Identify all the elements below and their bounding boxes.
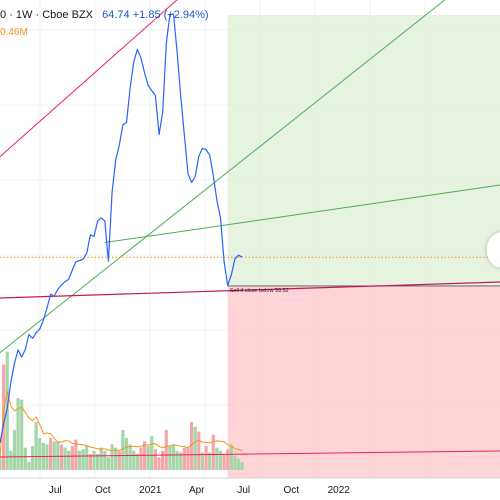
- x-axis: Jul Oct 2021 Apr Jul Oct 2022: [0, 477, 500, 496]
- x-tick-label: Oct: [283, 485, 299, 496]
- volume-bar: [52, 441, 56, 470]
- volume-bar: [92, 450, 96, 470]
- volume-bar: [168, 446, 172, 470]
- volume-bars: [0, 351, 244, 470]
- volume-bar: [114, 447, 118, 470]
- sell-annotation: Sell if close below 59.52: [230, 288, 289, 294]
- volume-bar: [240, 462, 244, 470]
- annotations: Sell if close below 59.52: [230, 288, 289, 294]
- x-tick-label: Jul: [49, 485, 62, 496]
- volume-bar: [59, 444, 64, 470]
- volume-bar: [236, 458, 241, 470]
- volume-bar: [215, 447, 219, 470]
- volume-bar: [211, 434, 215, 470]
- price-series: [0, 13, 243, 444]
- volume-bar: [186, 447, 190, 470]
- volume-bar: [20, 399, 24, 470]
- volume-bar: [34, 422, 38, 470]
- volume-bar: [106, 457, 111, 470]
- volume-bar: [233, 455, 237, 470]
- volume-bar: [139, 447, 143, 470]
- legend-last-price: 64.74: [102, 9, 130, 21]
- volume-bar: [226, 449, 230, 470]
- x-tick-label: Oct: [95, 485, 111, 496]
- volume-bar: [124, 438, 129, 470]
- volume-bar: [121, 430, 125, 470]
- volume-legend: 0.46M: [0, 27, 28, 38]
- base-line: [0, 450, 500, 458]
- volume-bar: [179, 452, 183, 470]
- profit-zone: [227, 15, 500, 286]
- volume-bar: [103, 450, 107, 470]
- volume-bar: [135, 454, 139, 470]
- volume-bar: [128, 444, 132, 470]
- scroll-handle[interactable]: [487, 232, 500, 268]
- volume-bar: [200, 452, 205, 470]
- legend-change: +1.85 (+2.94%): [132, 9, 209, 21]
- support-line: [0, 0, 446, 354]
- volume-bar: [9, 450, 13, 470]
- volume-bar: [182, 447, 186, 470]
- volume-bar: [85, 446, 89, 470]
- x-tick-label: Jul: [237, 485, 250, 496]
- x-tick-label: 2021: [139, 485, 162, 496]
- volume-bar: [99, 447, 103, 470]
- volume-bar: [197, 431, 201, 470]
- volume-bar: [27, 462, 31, 470]
- volume-bar: [161, 450, 165, 470]
- volume-bar: [193, 426, 197, 470]
- volume-bar: [74, 439, 78, 470]
- volume-bar: [153, 449, 158, 470]
- volume-bar: [110, 444, 114, 470]
- volume-bar: [30, 446, 35, 470]
- volume-bar: [49, 438, 53, 470]
- trendlines: [0, 0, 500, 458]
- volume-bar: [38, 438, 42, 470]
- volume-bar: [45, 444, 49, 470]
- volume-bar: [208, 452, 212, 470]
- volume-bar: [88, 454, 92, 470]
- price-line: [0, 13, 243, 444]
- upper-channel-line: [0, 0, 178, 158]
- long-term-line: [0, 281, 500, 299]
- volume-bar: [63, 447, 67, 470]
- volume-bar: [222, 454, 226, 470]
- volume-bar: [77, 450, 82, 470]
- volume-bar: [146, 446, 150, 470]
- volume-bar: [67, 450, 71, 470]
- volume-bar: [189, 422, 194, 470]
- volume-bar: [70, 446, 74, 470]
- legend-exchange: Cboe BZX: [42, 9, 93, 21]
- legend-interval: 1W: [15, 9, 33, 21]
- lower-support-line: [104, 184, 500, 244]
- volume-bar: [56, 441, 60, 470]
- legend-header: 0 · 1W · Cboe BZX 64.74 +1.85 (+2.94%): [0, 9, 209, 21]
- volume-bar: [23, 447, 27, 470]
- volume-bar: [150, 436, 154, 470]
- volume-bar: [95, 454, 100, 470]
- volume-bar: [2, 364, 6, 470]
- legend-prefix: 0: [0, 9, 7, 21]
- volume-bar: [171, 444, 176, 470]
- loss-zone: [227, 285, 500, 478]
- volume-bar: [12, 430, 17, 470]
- volume-bar: [218, 450, 223, 470]
- volume-bar: [157, 457, 161, 470]
- x-tick-label: 2022: [328, 485, 351, 496]
- volume-bar: [164, 430, 168, 470]
- volume-bar: [117, 450, 121, 470]
- volume-bar: [204, 446, 208, 470]
- position-zones: [227, 15, 500, 478]
- volume-bar: [0, 457, 2, 470]
- x-tick-label: Apr: [189, 485, 205, 496]
- volume-ma-line: [0, 390, 243, 458]
- volume-bar: [81, 449, 85, 470]
- volume-bar: [229, 444, 233, 470]
- volume-bar: [16, 398, 20, 470]
- volume-bar: [175, 450, 179, 470]
- volume-bar: [132, 450, 136, 470]
